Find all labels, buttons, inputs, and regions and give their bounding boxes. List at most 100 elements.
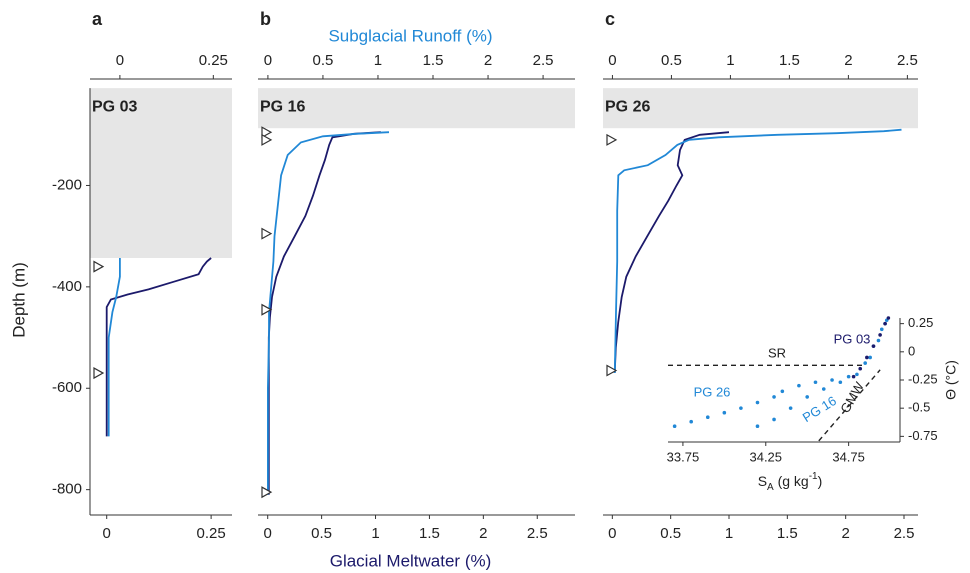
profile-line	[105, 257, 212, 437]
x2-tick-label: 1	[726, 52, 734, 69]
x2-tick-label: 1.5	[779, 52, 800, 69]
profile-line	[107, 258, 121, 437]
x-tick-label: 1.5	[419, 525, 440, 542]
ts-point	[855, 372, 859, 377]
y-tick-label: -600	[52, 379, 82, 396]
profile-line	[613, 131, 730, 374]
ts-point	[705, 415, 710, 420]
sample-marker	[606, 133, 618, 146]
x2-tick-label: 0	[608, 52, 616, 69]
sample-marker	[261, 303, 273, 316]
ts-point	[755, 424, 760, 429]
inset-x-tick-label: 33.75	[667, 449, 700, 464]
inset-y-tick-label: -0.5	[908, 400, 930, 415]
ts-point	[672, 424, 677, 429]
ts-point	[886, 316, 891, 320]
x-tick-label: 2	[479, 525, 487, 542]
sample-marker	[261, 133, 273, 146]
inset-y-tick-label: 0.25	[908, 315, 933, 330]
ts-point	[879, 327, 884, 332]
ice-shade	[603, 88, 918, 129]
panel-label: b	[260, 9, 271, 29]
ts-point	[788, 406, 793, 410]
x2-tick-label: 2.5	[897, 52, 918, 69]
ts-point	[863, 361, 867, 365]
x-tick-label: 1	[725, 525, 733, 542]
ice-shade	[90, 88, 232, 258]
x2-tick-label: 2.5	[533, 52, 554, 69]
ts-point	[772, 417, 776, 422]
ts-point	[813, 380, 818, 385]
panel-label: c	[605, 9, 615, 29]
y-tick-label: -400	[52, 278, 82, 295]
reference-label: SR	[768, 345, 786, 360]
y-tick-label: -200	[52, 176, 82, 193]
inset-y-tick-label: 0	[908, 343, 915, 358]
inset-x-label-part: A	[767, 482, 774, 493]
series-label: PG 03	[834, 331, 871, 346]
ts-point	[858, 366, 863, 371]
series-label: PG 26	[694, 384, 731, 399]
ts-point	[830, 378, 834, 382]
panel-label: a	[92, 9, 103, 29]
x-axis-label: Glacial Meltwater (%)	[330, 551, 492, 570]
inset-x-label-part: (g kg	[774, 473, 809, 489]
ice-shade	[258, 88, 575, 129]
ts-point	[846, 374, 851, 379]
ts-point	[722, 410, 727, 415]
x-tick-label: 0	[264, 525, 272, 542]
ts-point	[838, 380, 843, 385]
sample-marker	[261, 126, 273, 139]
inset-x-tick-label: 34.25	[749, 449, 782, 464]
x2-tick-label: 0.25	[199, 52, 228, 69]
station-label: PG 16	[260, 98, 305, 115]
ts-point	[780, 389, 785, 394]
inset-y-label: Θ (°C)	[943, 360, 959, 400]
station-label: PG 03	[92, 98, 137, 115]
sample-marker	[93, 367, 105, 380]
x-tick-label: 1.5	[777, 525, 798, 542]
profile-line	[613, 128, 902, 374]
ts-point	[797, 383, 801, 388]
ts-point	[805, 395, 809, 399]
reference-label: GMW	[837, 379, 867, 416]
reference-line	[818, 369, 881, 442]
x2-axis-label: Subglacial Runoff (%)	[328, 26, 492, 45]
inset-y-tick-label: -0.25	[908, 371, 938, 386]
sample-marker	[606, 364, 618, 377]
ts-point	[871, 344, 876, 348]
x-tick-label: 1	[371, 525, 379, 542]
sample-marker	[93, 260, 105, 273]
x2-tick-label: 0	[264, 52, 272, 69]
x-tick-label: 0.5	[311, 525, 332, 542]
profile-line	[267, 131, 390, 495]
x2-tick-label: 2	[484, 52, 492, 69]
ts-point	[883, 321, 887, 326]
x2-tick-label: 0	[116, 52, 124, 69]
ts-point	[851, 374, 856, 379]
y-tick-label: -800	[52, 481, 82, 498]
x-tick-label: 0	[608, 525, 616, 542]
sample-marker	[261, 486, 273, 499]
inset-x-tick-label: 34.75	[832, 449, 865, 464]
x-tick-label: 0.5	[660, 525, 681, 542]
ts-point	[878, 333, 882, 337]
x2-tick-label: 1	[374, 52, 382, 69]
ts-point	[755, 400, 760, 405]
ts-point	[689, 419, 693, 424]
ts-point	[821, 387, 826, 391]
x-tick-label: 2.5	[527, 525, 548, 542]
ts-point	[876, 338, 881, 343]
profile-line	[267, 131, 381, 495]
x2-tick-label: 0.5	[661, 52, 682, 69]
y-axis-label: Depth (m)	[9, 262, 28, 338]
inset-x-label-part: -1	[809, 471, 818, 482]
x-tick-label: 0.25	[197, 525, 226, 542]
ts-point	[868, 355, 872, 360]
inset-y-tick-label: -0.75	[908, 428, 938, 443]
ts-point	[772, 395, 776, 399]
x2-tick-label: 2	[844, 52, 852, 69]
x2-tick-label: 1.5	[423, 52, 444, 69]
ts-point	[739, 406, 743, 410]
